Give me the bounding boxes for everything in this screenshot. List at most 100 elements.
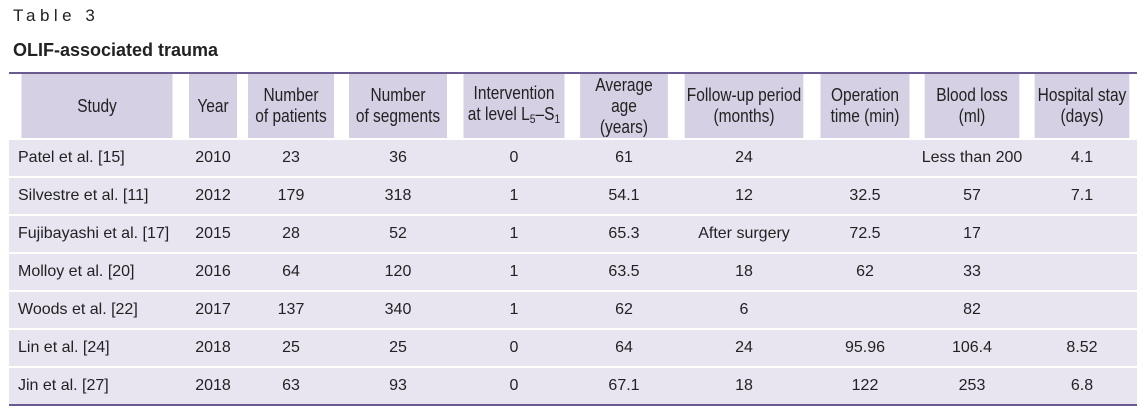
cell-age: 62 (573, 290, 675, 329)
cell-age: 65.3 (573, 214, 675, 253)
cell-intervention: 0 (455, 328, 573, 367)
cell-year: 2012 (185, 176, 241, 215)
col-header-operation-line2: time (min) (830, 106, 900, 126)
col-header-followup: Follow-up period (months) (684, 73, 804, 140)
table-title: OLIF-associated trauma (13, 40, 219, 60)
table-row: Molloy et al. [20] 2016 64 120 1 63.5 18 62 33 (9, 252, 1137, 291)
cell-year: 2015 (185, 214, 241, 253)
cell-study: Woods et al. [22] (9, 290, 185, 329)
cell-age: 67.1 (573, 366, 675, 406)
cell-stay: 7.1 (1027, 176, 1137, 215)
col-header-intervention-sub1: 5 (529, 111, 536, 126)
table-body: Patel et al. [15] 2010 23 36 0 61 24 Less than … (9, 138, 1137, 406)
cell-year: 2017 (185, 290, 241, 329)
col-header-segments-line2: of segments (355, 106, 441, 126)
col-header-segments: Number of segments (348, 73, 448, 140)
table-header-row: Study Year Number of patients Number of se… (9, 73, 1137, 140)
cell-segments: 93 (341, 366, 455, 406)
table-row: Jin et al. [27] 2018 63 93 0 67.1 18 122 253 6.8 (9, 366, 1137, 406)
cell-operation: 32.5 (813, 176, 917, 215)
cell-followup: 12 (675, 176, 813, 215)
col-header-stay-line2: (days) (1060, 106, 1104, 126)
cell-operation: 72.5 (813, 214, 917, 253)
col-header-blood: Blood loss (ml) (924, 73, 1020, 140)
col-header-patients: Number of patients (248, 73, 334, 140)
cell-intervention: 1 (455, 252, 573, 291)
cell-study: Lin et al. [24] (9, 328, 185, 367)
cell-patients: 63 (241, 366, 341, 406)
col-header-blood-line2: (ml) (958, 106, 986, 126)
col-header-stay-line1: Hospital stay (1037, 85, 1127, 105)
cell-year: 2016 (185, 252, 241, 291)
col-header-intervention-dash: –S (535, 103, 555, 124)
cell-blood: 82 (917, 290, 1027, 329)
col-header-operation-line1: Operation (831, 85, 899, 105)
cell-patients: 28 (241, 214, 341, 253)
cell-intervention: 1 (455, 214, 573, 253)
cell-operation: 95.96 (813, 328, 917, 367)
cell-study: Patel et al. [15] (9, 138, 185, 177)
cell-year: 2018 (185, 366, 241, 406)
cell-age: 63.5 (573, 252, 675, 291)
col-header-year: Year (188, 73, 238, 140)
col-header-age: Average age (years) (580, 73, 668, 140)
cell-followup: 24 (675, 138, 813, 177)
cell-patients: 23 (241, 138, 341, 177)
col-header-operation: Operation time (min) (820, 73, 910, 140)
cell-patients: 25 (241, 328, 341, 367)
cell-blood: Less than 200 (917, 138, 1027, 177)
cell-operation: 122 (813, 366, 917, 406)
cell-segments: 36 (341, 138, 455, 177)
cell-followup: After surgery (675, 214, 813, 253)
cell-stay: 4.1 (1027, 138, 1137, 177)
table-row: Woods et al. [22] 2017 137 340 1 62 6 82 (9, 290, 1137, 329)
cell-study: Silvestre et al. [11] (9, 176, 185, 215)
cell-segments: 340 (341, 290, 455, 329)
cell-age: 54.1 (573, 176, 675, 215)
cell-followup: 6 (675, 290, 813, 329)
cell-blood: 253 (917, 366, 1027, 406)
col-header-intervention-line1: Intervention (473, 82, 555, 103)
cell-blood: 106.4 (917, 328, 1027, 367)
col-header-followup-line1: Follow-up period (686, 85, 802, 105)
cell-segments: 318 (341, 176, 455, 215)
cell-intervention: 1 (455, 290, 573, 329)
table-label: Table 3 (13, 6, 100, 25)
cell-stay: 6.8 (1027, 366, 1137, 406)
cell-operation (813, 290, 917, 329)
col-header-study: Study (21, 73, 173, 140)
col-header-blood-line1: Blood loss (936, 85, 1008, 105)
cell-year: 2018 (185, 328, 241, 367)
cell-stay (1027, 252, 1137, 291)
cell-study: Fujibayashi et al. [17] (9, 214, 185, 253)
cell-patients: 64 (241, 252, 341, 291)
table-row: Silvestre et al. [11] 2012 179 318 1 54.1 12 32… (9, 176, 1137, 215)
cell-intervention: 1 (455, 176, 573, 215)
col-header-age-line2: (years) (599, 116, 649, 137)
cell-segments: 52 (341, 214, 455, 253)
cell-operation: 62 (813, 252, 917, 291)
cell-stay: 8.52 (1027, 328, 1137, 367)
cell-study: Molloy et al. [20] (9, 252, 185, 291)
col-header-intervention: Intervention at level L5–S1 (463, 73, 565, 140)
table-row: Patel et al. [15] 2010 23 36 0 61 24 Less than … (9, 138, 1137, 177)
col-header-patients-line2: of patients (255, 106, 327, 126)
col-header-age-line1: Average age (595, 74, 653, 116)
col-header-followup-line2: (months) (713, 106, 775, 126)
cell-followup: 18 (675, 366, 813, 406)
cell-age: 61 (573, 138, 675, 177)
table-row: Fujibayashi et al. [17] 2015 28 52 1 65.3 Afte… (9, 214, 1137, 253)
cell-intervention: 0 (455, 366, 573, 406)
cell-followup: 18 (675, 252, 813, 291)
col-header-year-text: Year (197, 95, 229, 116)
cell-intervention: 0 (455, 138, 573, 177)
cell-patients: 179 (241, 176, 341, 215)
col-header-segments-line1: Number (370, 85, 426, 105)
table-row: Lin et al. [24] 2018 25 25 0 64 24 95.96 106.4 8.… (9, 328, 1137, 367)
cell-blood: 57 (917, 176, 1027, 215)
cell-age: 64 (573, 328, 675, 367)
cell-year: 2010 (185, 138, 241, 177)
cell-blood: 17 (917, 214, 1027, 253)
col-header-patients-line1: Number (263, 85, 319, 105)
olif-trauma-table: Study Year Number of patients Number of se… (9, 72, 1137, 406)
